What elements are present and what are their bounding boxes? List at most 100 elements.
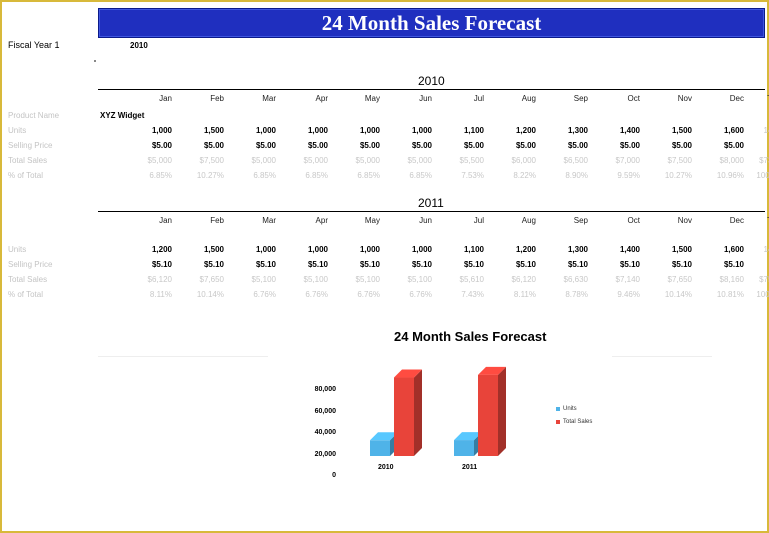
table-cell[interactable]: $5,500 [459, 156, 484, 165]
table-cell[interactable]: 6.76% [253, 290, 276, 299]
table-cell[interactable]: $7,650 [667, 275, 692, 284]
table-cell[interactable]: $5.10 [671, 260, 692, 269]
table-cell[interactable]: 9.46% [617, 290, 640, 299]
table-cell[interactable]: $5.00 [151, 141, 172, 150]
fiscal-year-value[interactable]: 2010 [130, 41, 148, 50]
table-cell[interactable]: $6,000 [511, 156, 536, 165]
table-cell[interactable]: 1,000 [151, 126, 172, 135]
table-cell[interactable]: 1,200 [151, 245, 172, 254]
table-cell[interactable]: $5.00 [567, 141, 588, 150]
table-cell[interactable]: $5.10 [255, 260, 276, 269]
table-cell[interactable]: $5.10 [411, 260, 432, 269]
table-cell[interactable]: $5.00 [671, 141, 692, 150]
table-cell[interactable]: 1,500 [671, 126, 692, 135]
table-cell[interactable]: 100.00% [756, 290, 769, 299]
table-cell[interactable]: 10.96% [716, 171, 744, 180]
table-cell[interactable]: $7,000 [615, 156, 640, 165]
table-cell[interactable]: $5.10 [619, 260, 640, 269]
table-cell[interactable]: $5,000 [303, 156, 328, 165]
table-cell[interactable]: $5.10 [515, 260, 536, 269]
table-cell[interactable]: $7,500 [667, 156, 692, 165]
table-cell[interactable]: 10.81% [716, 290, 744, 299]
table-cell[interactable]: 9.59% [617, 171, 640, 180]
table-cell[interactable]: $5,100 [303, 275, 328, 284]
table-cell[interactable]: $5.00 [411, 141, 432, 150]
table-cell[interactable]: $6,500 [563, 156, 588, 165]
table-cell[interactable]: 1,500 [671, 245, 692, 254]
table-cell[interactable]: 1,000 [255, 245, 276, 254]
table-cell[interactable]: $5.00 [723, 141, 744, 150]
table-cell[interactable]: $6,630 [563, 275, 588, 284]
table-cell[interactable]: 6.76% [305, 290, 328, 299]
table-cell[interactable]: 1,300 [567, 245, 588, 254]
table-cell[interactable]: $7,140 [615, 275, 640, 284]
table-cell[interactable]: $5.00 [619, 141, 640, 150]
table-cell[interactable]: $5,000 [251, 156, 276, 165]
table-cell[interactable]: 8.11% [149, 290, 172, 299]
table-cell[interactable]: 1,000 [307, 245, 328, 254]
table-cell[interactable]: 6.85% [305, 171, 328, 180]
table-cell[interactable]: 1,100 [463, 245, 484, 254]
table-cell[interactable]: 6.85% [409, 171, 432, 180]
table-cell[interactable]: $5.00 [463, 141, 484, 150]
table-cell[interactable]: $5.10 [203, 260, 224, 269]
table-cell[interactable]: 1,500 [203, 126, 224, 135]
table-cell[interactable]: 10.27% [196, 171, 224, 180]
table-cell[interactable]: $5,000 [147, 156, 172, 165]
table-cell[interactable]: 100.00% [756, 171, 769, 180]
table-cell[interactable]: 7.43% [461, 290, 484, 299]
table-cell[interactable]: 1,000 [359, 126, 380, 135]
table-cell[interactable]: 1,000 [255, 126, 276, 135]
table-cell[interactable]: $6,120 [147, 275, 172, 284]
table-cell[interactable]: 1,400 [619, 245, 640, 254]
table-cell[interactable]: $5.10 [723, 260, 744, 269]
table-cell[interactable]: 8.11% [513, 290, 536, 299]
table-cell[interactable]: 8.78% [565, 290, 588, 299]
table-cell[interactable]: $6,120 [511, 275, 536, 284]
table-cell[interactable]: $8,160 [719, 275, 744, 284]
table-cell[interactable]: 1,000 [359, 245, 380, 254]
table-cell[interactable]: 6.76% [409, 290, 432, 299]
table-cell[interactable]: 8.90% [565, 171, 588, 180]
table-cell[interactable]: $5.00 [359, 141, 380, 150]
table-cell[interactable]: 14,600 [763, 126, 769, 135]
product-name-cell[interactable]: XYZ Widget [100, 111, 145, 120]
table-cell[interactable]: 1,200 [515, 245, 536, 254]
table-cell[interactable]: $5.10 [151, 260, 172, 269]
table-cell[interactable]: $73,000 [759, 156, 769, 165]
table-cell[interactable]: $5,100 [251, 275, 276, 284]
table-cell[interactable]: $5.00 [203, 141, 224, 150]
table-cell[interactable]: 6.85% [357, 171, 380, 180]
table-cell[interactable]: 10.14% [196, 290, 224, 299]
table-cell[interactable]: 1,000 [307, 126, 328, 135]
table-cell[interactable]: 10.27% [664, 171, 692, 180]
table-cell[interactable]: $8,000 [719, 156, 744, 165]
table-cell[interactable]: 10.14% [664, 290, 692, 299]
table-cell[interactable]: $5,100 [407, 275, 432, 284]
table-cell[interactable]: 1,400 [619, 126, 640, 135]
table-cell[interactable]: 7.53% [461, 171, 484, 180]
table-cell[interactable]: 6.85% [149, 171, 172, 180]
table-cell[interactable]: $5.00 [515, 141, 536, 150]
table-cell[interactable]: $7,650 [199, 275, 224, 284]
table-cell[interactable]: 1,200 [515, 126, 536, 135]
table-cell[interactable]: 1,100 [463, 126, 484, 135]
table-cell[interactable]: $5.10 [359, 260, 380, 269]
table-cell[interactable]: $5.10 [307, 260, 328, 269]
table-cell[interactable]: $5,610 [459, 275, 484, 284]
table-cell[interactable]: $5.00 [307, 141, 328, 150]
table-cell[interactable]: $5,000 [355, 156, 380, 165]
table-cell[interactable]: $75,480 [759, 275, 769, 284]
table-cell[interactable]: 8.22% [513, 171, 536, 180]
table-cell[interactable]: 1,000 [411, 126, 432, 135]
table-cell[interactable]: $5.10 [463, 260, 484, 269]
table-cell[interactable]: $5.10 [567, 260, 588, 269]
table-cell[interactable]: $5,000 [407, 156, 432, 165]
table-cell[interactable]: 14,800 [763, 245, 769, 254]
table-cell[interactable]: 1,600 [723, 126, 744, 135]
table-cell[interactable]: 6.76% [357, 290, 380, 299]
table-cell[interactable]: 1,300 [567, 126, 588, 135]
table-cell[interactable]: 1,000 [411, 245, 432, 254]
table-cell[interactable]: $7,500 [199, 156, 224, 165]
table-cell[interactable]: $5.00 [255, 141, 276, 150]
